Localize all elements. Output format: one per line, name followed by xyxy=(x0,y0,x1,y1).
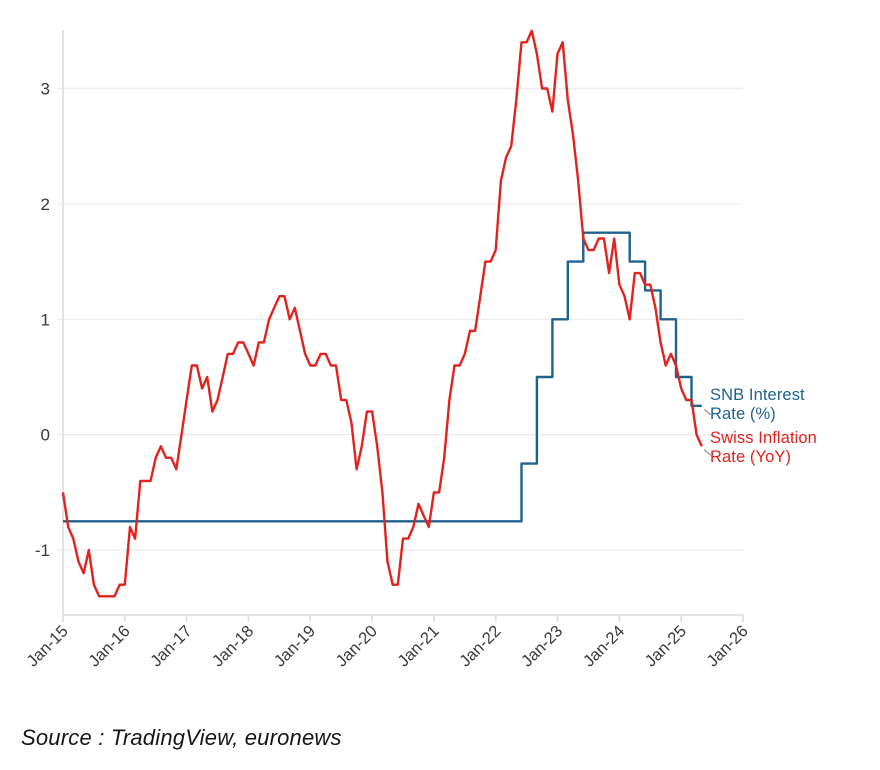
x-tick-label: Jan-19 xyxy=(271,622,319,670)
x-tick-label: Jan-16 xyxy=(85,622,133,670)
inflation-label-leader xyxy=(703,449,712,456)
y-tick-label: 2 xyxy=(41,195,50,214)
snb-rate-line xyxy=(63,231,702,523)
x-tick-label: Jan-17 xyxy=(147,622,195,670)
x-tick-label: Jan-21 xyxy=(394,622,442,670)
series-label-snb: SNB Interest Rate (%) xyxy=(710,386,805,423)
x-tick-label: Jan-20 xyxy=(333,622,381,670)
x-tick-label: Jan-24 xyxy=(580,622,628,670)
series-label-inflation: Swiss Inflation Rate (YoY) xyxy=(710,429,817,466)
x-tick-label: Jan-23 xyxy=(518,622,566,670)
inflation-line xyxy=(61,29,703,598)
y-tick-label: 0 xyxy=(41,426,50,445)
y-tick-label: 3 xyxy=(41,80,50,99)
x-tick-label: Jan-15 xyxy=(23,622,71,670)
x-tick-label: Jan-26 xyxy=(703,622,751,670)
x-tick-label: Jan-22 xyxy=(456,622,504,670)
x-tick-label: Jan-18 xyxy=(209,622,257,670)
y-tick-label: -1 xyxy=(35,541,50,560)
source-attribution: Source : TradingView, euronews xyxy=(21,725,342,750)
x-tick-label: Jan-25 xyxy=(642,622,690,670)
snb-rate-label-leader xyxy=(703,408,712,416)
y-tick-label: 1 xyxy=(41,310,50,329)
